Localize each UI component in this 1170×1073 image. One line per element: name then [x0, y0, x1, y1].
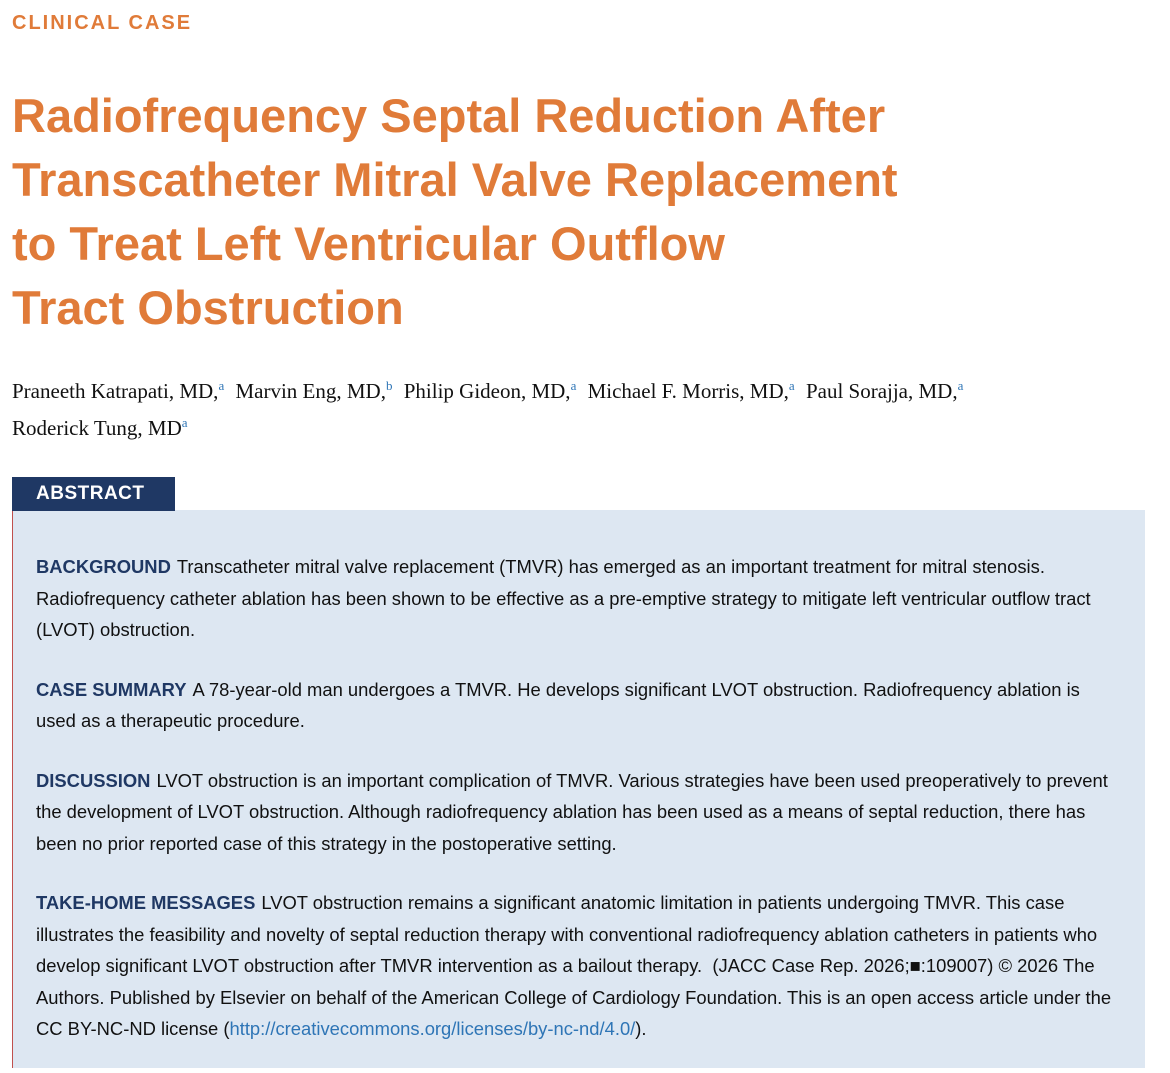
author: Michael F. Morris, MD, [587, 379, 789, 403]
citation-end: ). [635, 1018, 647, 1039]
kicker: CLINICAL CASE [12, 12, 193, 34]
author: Roderick Tung, MD [12, 416, 182, 440]
title-line: Radiofrequency Septal Reduction After [12, 89, 886, 142]
affiliation: a [570, 378, 577, 393]
abstract-section: TAKE-HOME MESSAGES LVOT obstruction remai… [36, 887, 1124, 1045]
section-text: LVOT obstruction remains a significant a… [36, 892, 1098, 976]
license-link[interactable]: http://creativecommons.org/licenses/by-n… [229, 1018, 636, 1039]
abstract-box [12, 510, 1145, 1068]
abstract-section: BACKGROUND Transcatheter mitral valve rep… [36, 551, 1124, 646]
author: Marvin Eng, MD, [235, 379, 386, 403]
authors: Praneeth Katrapati, MD,a Marvin Eng, MD,… [12, 370, 1142, 444]
section-label: TAKE-HOME MESSAGES [36, 892, 256, 913]
title-line: to Treat Left Ventricular Outflow [12, 217, 725, 270]
section-label: BACKGROUND [36, 556, 171, 577]
author: Praneeth Katrapati, MD, [12, 379, 219, 403]
abstract-body: BACKGROUND Transcatheter mitral valve rep… [36, 551, 1124, 1073]
affiliation: b [385, 378, 393, 393]
affiliation: a [788, 378, 795, 393]
section-label: CASE SUMMARY [36, 678, 187, 700]
title-line: Tract Obstruction [12, 281, 404, 334]
author: Paul Sorajja, MD, [805, 379, 958, 403]
affiliation: a [181, 415, 188, 430]
section-text: A 78-year-old man undergoes a TMVR. He d… [36, 678, 1080, 732]
abstract-section: DISCUSSION LVOT obstruction is an importa… [36, 765, 1124, 860]
title-line: Transcatheter Mitral Valve Replacement [12, 153, 898, 206]
section-text: Transcatheter mitral valve replacement (… [36, 556, 1091, 640]
citation: (JACC Case Rep. 2026;■:109007) © 2026 Th… [36, 955, 1112, 1039]
abstract-section: CASE SUMMARY A 78-year-old man undergoes … [36, 674, 1124, 737]
affiliation: a [957, 378, 964, 393]
affiliation: a [218, 378, 225, 393]
abstract-heading: ABSTRACT [12, 477, 175, 511]
author: Philip Gideon, MD, [403, 379, 571, 403]
article-title: Radiofrequency Septal Reduction After Tr… [12, 84, 898, 340]
section-text: LVOT obstruction is an important complic… [36, 769, 1108, 854]
section-label: DISCUSSION [36, 769, 151, 791]
